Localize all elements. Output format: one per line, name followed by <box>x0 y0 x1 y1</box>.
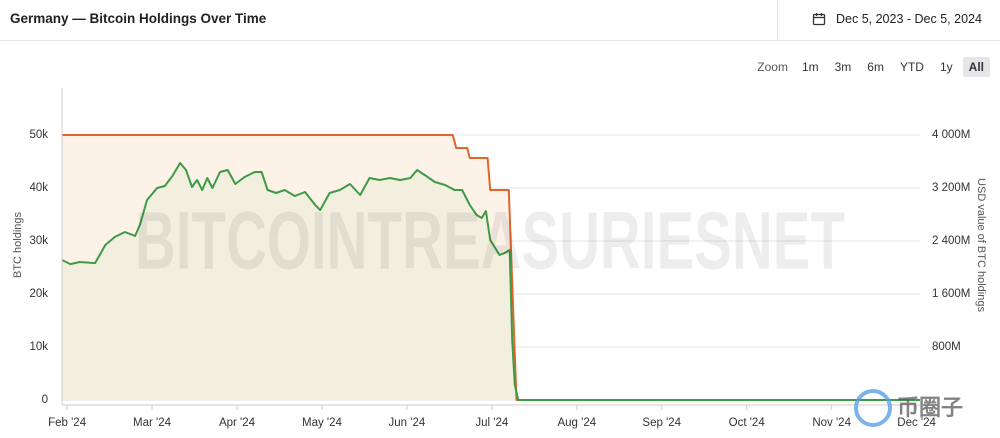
x-tick-label: Feb '24 <box>48 417 87 429</box>
x-tick-label: Nov '24 <box>812 417 851 429</box>
y-tick-label: 50k <box>29 129 48 141</box>
logo-text: 币圈子 <box>897 395 963 420</box>
divider <box>777 0 778 40</box>
x-tick-label: Mar '24 <box>133 417 172 429</box>
y2-tick-label: 1 600M <box>932 288 970 300</box>
y2-axis-title: USD value of BTC holdings <box>975 178 987 312</box>
line <box>61 162 920 401</box>
logo-icon <box>854 389 892 427</box>
x-tick-label: Apr '24 <box>219 417 256 429</box>
y2-tick-label: 800M <box>932 341 961 353</box>
x-tick-label: Dec '24 <box>897 417 936 429</box>
x-tick-label: Sep '24 <box>642 417 681 429</box>
date-range: Dec 5, 2023 - Dec 5, 2024 <box>836 12 982 26</box>
zoom-button[interactable]: YTD <box>899 60 924 74</box>
area <box>62 163 920 400</box>
y2-tick-label: 4 000M <box>932 129 970 141</box>
x-tick-label: Jun '24 <box>389 417 426 429</box>
y2-tick-label: 2 400M <box>932 235 970 247</box>
header: Germany — Bitcoin Holdings Over Time Dec… <box>0 0 1000 41</box>
zoom-button[interactable]: 1m <box>801 60 819 74</box>
y-axis-title: BTC holdings <box>12 211 24 278</box>
zoom-bar: Zoom 1m 3m 6m YTD 1y All <box>757 57 990 77</box>
line <box>62 134 920 401</box>
y-tick-label: 10k <box>29 341 48 353</box>
x-tick-label: Jul '24 <box>475 417 508 429</box>
zoom-button[interactable]: 6m <box>867 60 884 74</box>
zoom-button[interactable]: 3m <box>834 60 852 74</box>
y-tick-label: 20k <box>29 288 48 300</box>
calendar-icon <box>812 13 826 26</box>
date-range-picker[interactable]: Dec 5, 2023 - Dec 5, 2024 <box>812 9 982 29</box>
y2-tick-label: 3 200M <box>932 182 970 194</box>
zoom-button[interactable]: All <box>962 57 990 77</box>
chart-title: Germany — Bitcoin Holdings Over Time <box>10 11 267 26</box>
x-tick-label: Aug '24 <box>557 417 596 429</box>
y-tick-label: 30k <box>29 235 48 247</box>
y-tick-label: 40k <box>29 182 48 194</box>
x-tick-label: Oct '24 <box>729 417 766 429</box>
zoom-button[interactable]: 1y <box>939 60 953 74</box>
watermark: BITCOINTREASURIESNET <box>135 196 845 287</box>
x-tick-label: May '24 <box>302 417 343 429</box>
zoom-label: Zoom <box>757 60 788 74</box>
y-tick-label: 0 <box>42 394 48 406</box>
